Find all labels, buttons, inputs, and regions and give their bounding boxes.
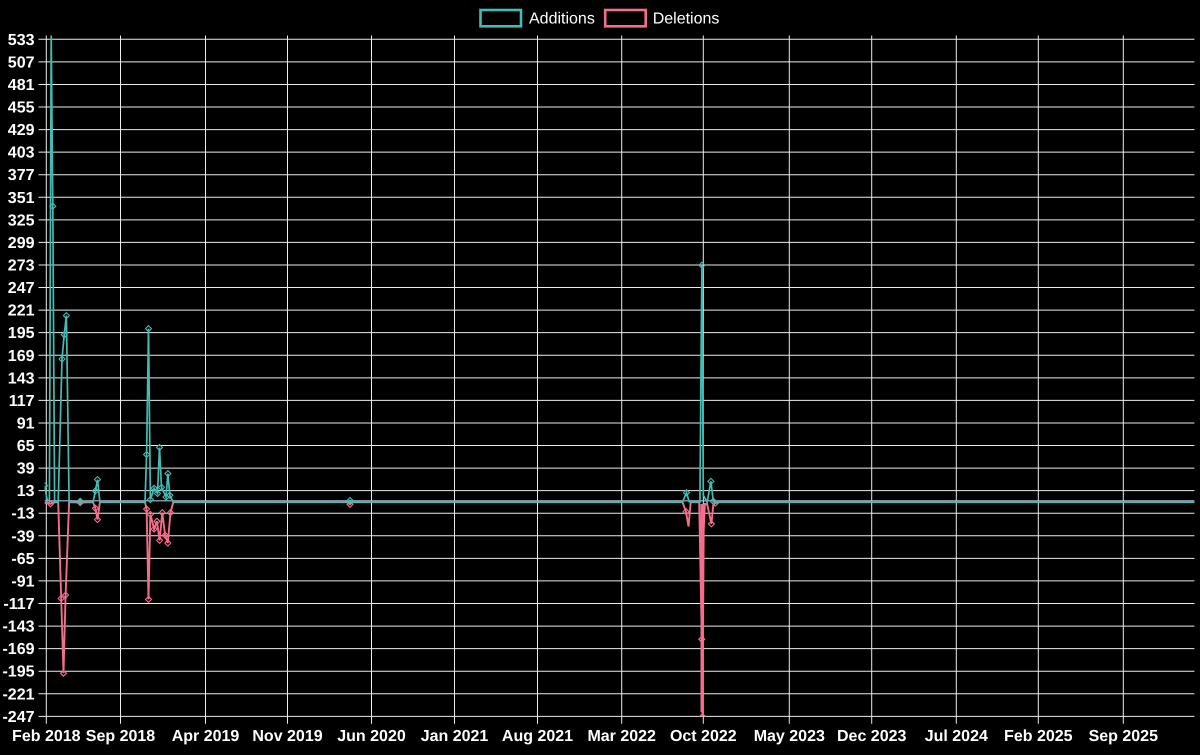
- svg-text:455: 455: [8, 100, 35, 117]
- svg-text:221: 221: [8, 303, 35, 320]
- svg-text:39: 39: [17, 461, 35, 478]
- svg-text:Apr 2019: Apr 2019: [172, 728, 240, 745]
- svg-text:-143: -143: [2, 619, 34, 636]
- svg-text:403: 403: [8, 145, 35, 162]
- svg-text:Aug 2021: Aug 2021: [502, 728, 573, 745]
- svg-text:247: 247: [8, 280, 35, 297]
- svg-text:Sep 2025: Sep 2025: [1089, 728, 1158, 745]
- svg-text:-195: -195: [2, 664, 34, 681]
- svg-text:Dec 2023: Dec 2023: [837, 728, 906, 745]
- svg-text:299: 299: [8, 235, 35, 252]
- svg-text:Jan 2021: Jan 2021: [421, 728, 489, 745]
- svg-text:-221: -221: [2, 686, 34, 703]
- svg-text:-247: -247: [2, 709, 34, 726]
- svg-text:429: 429: [8, 122, 35, 139]
- svg-text:Feb 2025: Feb 2025: [1004, 728, 1073, 745]
- svg-text:195: 195: [8, 325, 35, 342]
- svg-text:Jul 2024: Jul 2024: [925, 728, 988, 745]
- svg-text:Mar 2022: Mar 2022: [587, 728, 656, 745]
- svg-text:-91: -91: [11, 573, 34, 590]
- svg-text:-169: -169: [2, 641, 34, 658]
- svg-text:351: 351: [8, 190, 35, 207]
- svg-text:-65: -65: [11, 551, 34, 568]
- svg-text:Feb 2018: Feb 2018: [12, 728, 81, 745]
- svg-text:533: 533: [8, 32, 35, 49]
- svg-text:169: 169: [8, 348, 35, 365]
- svg-text:143: 143: [8, 370, 35, 387]
- svg-text:377: 377: [8, 167, 35, 184]
- svg-text:65: 65: [17, 438, 35, 455]
- svg-text:91: 91: [17, 415, 35, 432]
- svg-text:Jun 2020: Jun 2020: [337, 728, 406, 745]
- svg-text:Nov 2019: Nov 2019: [252, 728, 322, 745]
- svg-text:Deletions: Deletions: [653, 11, 720, 28]
- svg-text:-13: -13: [11, 506, 34, 523]
- svg-text:507: 507: [8, 54, 35, 71]
- svg-text:May 2023: May 2023: [754, 728, 825, 745]
- svg-text:-117: -117: [3, 596, 34, 613]
- svg-text:-39: -39: [11, 528, 34, 545]
- svg-text:Additions: Additions: [529, 11, 595, 28]
- svg-text:481: 481: [8, 77, 35, 94]
- svg-text:325: 325: [8, 212, 35, 229]
- svg-text:Oct 2022: Oct 2022: [670, 728, 737, 745]
- svg-text:117: 117: [9, 393, 35, 410]
- svg-text:273: 273: [8, 257, 35, 274]
- svg-text:13: 13: [17, 483, 35, 500]
- svg-text:Sep 2018: Sep 2018: [86, 728, 155, 745]
